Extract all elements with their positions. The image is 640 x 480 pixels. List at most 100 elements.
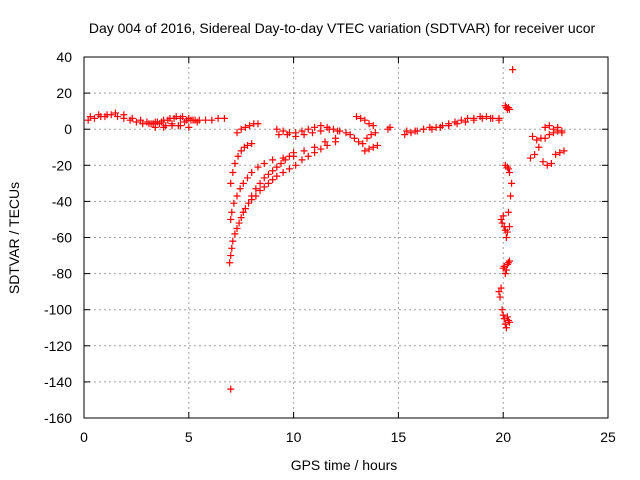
data-point <box>208 116 216 124</box>
data-point <box>185 114 193 122</box>
data-point <box>214 114 222 122</box>
data-point <box>357 114 365 122</box>
data-point <box>191 116 199 124</box>
data-point <box>487 114 495 122</box>
data-point <box>229 237 237 245</box>
data-point <box>503 228 511 236</box>
data-point <box>369 122 377 130</box>
data-point <box>298 127 306 135</box>
data-point <box>499 212 507 220</box>
data-point <box>95 111 103 119</box>
data-point <box>478 114 486 122</box>
series-cluster-13h-3 <box>361 141 381 155</box>
series-drop-arc-4 <box>248 149 298 200</box>
x-tick-label: 0 <box>80 429 88 445</box>
data-point <box>233 192 241 200</box>
x-tick-label: 15 <box>391 429 407 445</box>
data-point <box>120 111 128 119</box>
data-point <box>501 270 509 278</box>
series-drop-arc-3 <box>226 138 340 267</box>
series-late-band-2 <box>403 114 503 135</box>
data-point <box>304 125 312 133</box>
axis-ticks: 0 5 10 15 20 25 -160 -140 -120 -100 -80 -60 -40 -20 0 2… <box>44 49 616 445</box>
data-point <box>273 172 281 180</box>
data-point <box>445 122 453 130</box>
data-point <box>254 120 262 128</box>
data-point <box>461 118 469 126</box>
data-point <box>401 131 409 139</box>
data-point <box>231 230 239 238</box>
data-point <box>453 120 461 128</box>
data-point <box>239 179 247 187</box>
data-point <box>84 116 92 124</box>
data-point <box>298 156 306 164</box>
series-hump-4h <box>147 113 199 131</box>
data-point <box>241 123 249 131</box>
data-point <box>228 244 236 252</box>
data-point <box>153 118 161 126</box>
data-point <box>350 134 358 142</box>
data-point <box>457 116 465 124</box>
data-point <box>237 125 245 133</box>
data-point <box>260 159 268 167</box>
data-point <box>533 136 541 144</box>
data-point <box>226 259 234 267</box>
data-point <box>273 125 281 133</box>
data-point <box>560 147 568 155</box>
data-point <box>103 111 111 119</box>
x-tick-label: 10 <box>286 429 302 445</box>
data-point <box>407 129 415 137</box>
data-point <box>202 116 210 124</box>
data-point <box>246 122 254 130</box>
data-point <box>233 129 241 137</box>
y-tick-label: -160 <box>44 410 72 426</box>
y-tick-label: -80 <box>52 266 72 282</box>
data-point <box>256 187 264 195</box>
data-point <box>311 123 319 131</box>
data-point <box>470 116 478 124</box>
data-point <box>317 145 325 153</box>
data-point <box>502 266 510 274</box>
series-recovery-arc <box>233 120 262 137</box>
data-point <box>252 185 260 193</box>
data-point <box>234 152 242 160</box>
data-point <box>502 324 510 332</box>
data-point <box>285 165 293 173</box>
y-tick-label: -140 <box>44 374 72 390</box>
data-point <box>139 120 147 128</box>
x-tick-label: 25 <box>600 429 616 445</box>
data-point <box>160 116 168 124</box>
x-axis-label: GPS time / hours <box>291 457 398 473</box>
data-point <box>264 179 272 187</box>
data-point <box>264 170 272 178</box>
data-point <box>243 174 251 182</box>
data-point <box>260 174 268 182</box>
data-point <box>269 176 277 184</box>
y-tick-label: -120 <box>44 338 72 354</box>
data-point <box>317 127 325 135</box>
y-tick-label: -100 <box>44 302 72 318</box>
data-point <box>137 116 145 124</box>
series-drop-arc-2 <box>227 134 340 223</box>
series-drop-arc-1 <box>227 140 256 187</box>
data-point <box>342 129 350 137</box>
data-point <box>495 116 503 124</box>
data-point <box>227 385 235 393</box>
y-tick-label: 40 <box>56 49 72 65</box>
data-point <box>323 141 331 149</box>
data-point <box>361 116 369 124</box>
data-point <box>237 147 245 155</box>
data-point <box>505 223 513 231</box>
data-point <box>166 114 174 122</box>
data-point <box>245 199 253 207</box>
data-point <box>535 143 543 151</box>
data-point <box>321 138 329 146</box>
series-cluster-13h-2 <box>352 113 377 130</box>
data-point <box>279 169 287 177</box>
data-point <box>90 114 98 122</box>
data-point <box>176 122 184 130</box>
data-point <box>334 127 342 135</box>
data-point <box>501 320 509 328</box>
data-point <box>151 123 159 131</box>
